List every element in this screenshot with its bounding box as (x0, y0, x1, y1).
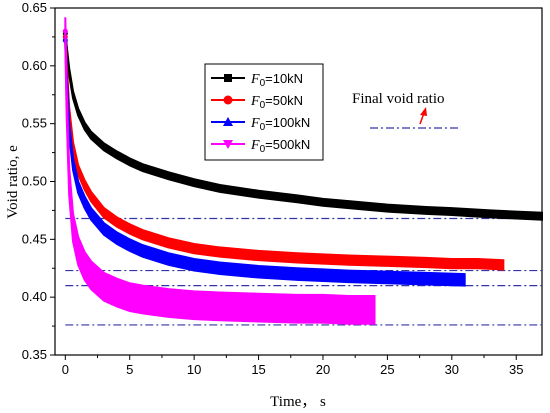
x-tick-label: 20 (316, 362, 330, 377)
series (62, 17, 376, 325)
annotation-arrowhead (420, 107, 427, 116)
x-tick-label: 0 (62, 362, 69, 377)
series-band (64, 32, 505, 271)
x-tick-label: 10 (187, 362, 201, 377)
y-tick-label: 0.50 (22, 174, 47, 189)
legend-item: F0=100kN (211, 115, 310, 133)
x-tick-label: 35 (509, 362, 523, 377)
x-axis-title: Time， s (270, 394, 326, 410)
series-line (64, 40, 465, 281)
series-line (64, 36, 504, 266)
y-axis-title: Void ratio, e (5, 145, 21, 219)
legend-item: F0=50kN (211, 93, 303, 111)
legend-label: F0=50kN (250, 93, 303, 111)
data-point (62, 28, 68, 34)
y-tick-label: 0.55 (22, 116, 47, 131)
legend-item: F0=500kN (211, 137, 310, 155)
x-axis: 0 5 10 15 20 25 30 35 (62, 355, 523, 377)
legend-item: F0=10kN (211, 71, 303, 89)
series-band (64, 17, 376, 325)
y-tick-label: 0.45 (22, 231, 47, 246)
legend-label: F0=100kN (250, 115, 310, 133)
y-tick-label: 0.65 (22, 0, 47, 15)
series-line (64, 31, 375, 311)
legend-marker-triangle-down (223, 140, 233, 149)
series-band (64, 34, 466, 287)
series-line (64, 33, 543, 218)
y-axis: 0.35 0.40 0.45 0.50 0.55 0.60 0.65 (22, 0, 55, 362)
legend-items: F0=10kN F0=50kN F0=100kN F0=500kN (211, 71, 310, 155)
y-tick-label: 0.35 (22, 347, 47, 362)
final-void-ratio-annotation: Final void ratio (352, 91, 460, 129)
legend-marker-square (224, 74, 232, 82)
series-band (64, 29, 543, 221)
x-tick-label: 25 (380, 362, 394, 377)
legend-label: F0=500kN (250, 137, 310, 155)
x-tick-label: 30 (445, 362, 459, 377)
legend-marker-circle (223, 95, 233, 105)
y-tick-label: 0.60 (22, 58, 47, 73)
legend-label: F0=10kN (250, 71, 303, 89)
series-layer (62, 17, 543, 325)
y-tick-label: 0.40 (22, 289, 47, 304)
legend-marker-triangle-up (223, 117, 233, 126)
annotation-text: Final void ratio (352, 91, 445, 107)
x-tick-label: 5 (126, 362, 133, 377)
legend: F0=10kN F0=50kN F0=100kN F0=500kN (204, 63, 324, 161)
x-tick-label: 15 (251, 362, 265, 377)
